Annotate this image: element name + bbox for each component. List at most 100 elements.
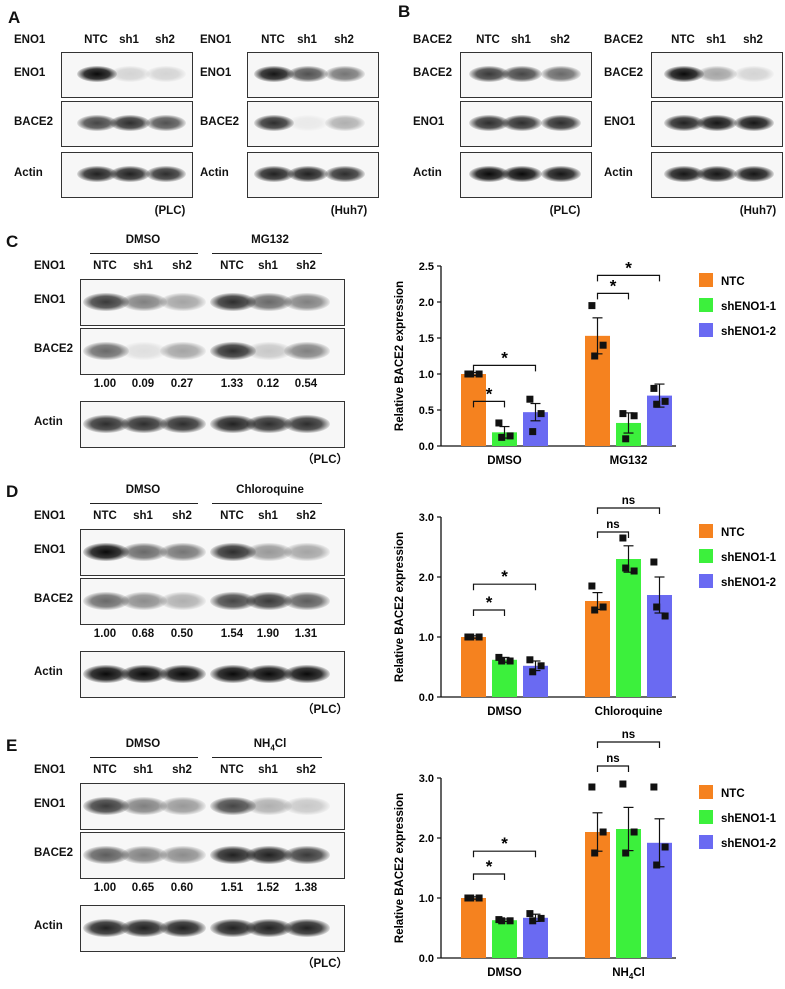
lane-label: sh2: [155, 34, 175, 46]
protein-band: [246, 846, 292, 864]
legend-swatch: [699, 524, 713, 538]
treatment-group-label: DMSO: [125, 234, 161, 246]
protein-band: [210, 543, 256, 561]
protein-row-label: BACE2: [34, 847, 73, 859]
blot-header-label: ENO1: [14, 34, 46, 46]
y-tick-label: 3.0: [419, 512, 434, 524]
data-point: [588, 783, 596, 791]
y-tick-label: 1.0: [419, 893, 434, 905]
significance-bracket: [472, 873, 506, 880]
legend-swatch: [699, 574, 713, 588]
lane-label: sh1: [258, 764, 278, 776]
protein-row-label: Actin: [604, 167, 633, 179]
data-point: [529, 668, 537, 676]
data-point: [622, 564, 630, 572]
legend-label: shENO1-2: [721, 838, 776, 850]
data-point: [475, 370, 483, 378]
y-axis-label: Relative BACE2 expression: [394, 793, 406, 943]
bar: [585, 601, 610, 697]
legend-swatch: [699, 298, 713, 312]
bar: [492, 659, 517, 697]
protein-band: [121, 665, 167, 683]
data-point: [661, 843, 669, 851]
x-category-label: MG132: [610, 455, 648, 467]
cell-line-label: (PLC): [154, 205, 186, 217]
protein-row-label: ENO1: [200, 67, 232, 79]
y-tick-label: 2.0: [419, 572, 434, 584]
quantification-value: 1.00: [93, 882, 117, 894]
cell-line-label: (Huh7): [330, 205, 368, 217]
y-tick-label: 2.0: [419, 297, 434, 309]
data-point: [537, 914, 545, 922]
bar: [492, 920, 517, 958]
protein-band: [502, 166, 542, 182]
data-point: [630, 828, 638, 836]
data-point: [599, 603, 607, 611]
protein-band: [325, 166, 365, 182]
legend-swatch: [699, 835, 713, 849]
lane-label: sh1: [706, 34, 726, 46]
significance-bracket: [472, 583, 537, 591]
y-tick-label: 1.0: [419, 632, 434, 644]
treatment-group-label: NH4Cl: [253, 738, 287, 753]
y-axis-label: Relative BACE2 expression: [394, 532, 406, 682]
data-point: [526, 656, 534, 664]
significance-label: ns: [622, 495, 635, 507]
protein-band: [246, 543, 292, 561]
protein-band: [210, 846, 256, 864]
protein-band: [284, 293, 330, 311]
data-point: [588, 302, 596, 310]
protein-band: [469, 66, 509, 82]
quantification-value: 0.54: [294, 378, 318, 390]
data-point: [653, 861, 661, 869]
quantification-value: 1.90: [256, 628, 280, 640]
blot-header-label: ENO1: [200, 34, 232, 46]
protein-band: [160, 665, 206, 683]
protein-row-label: Actin: [413, 167, 442, 179]
lane-label: sh1: [297, 34, 317, 46]
legend-label: shENO1-2: [721, 577, 776, 589]
protein-row-label: ENO1: [34, 294, 66, 306]
treatment-group-label: MG132: [251, 234, 289, 246]
panel-letter-b: B: [398, 2, 411, 21]
lane-label: sh1: [119, 34, 139, 46]
cell-line-label: （PLC）: [302, 958, 348, 970]
treatment-group-label: DMSO: [125, 738, 161, 750]
group-underline: [90, 757, 198, 758]
protein-band: [160, 342, 206, 360]
data-point: [653, 400, 661, 408]
protein-band: [664, 66, 704, 82]
significance-bracket: [596, 507, 661, 514]
protein-band: [83, 592, 129, 610]
quantification-value: 0.12: [256, 378, 280, 390]
lane-label: NTC: [220, 510, 244, 522]
protein-band: [210, 919, 256, 937]
blot-strip: [61, 52, 193, 98]
protein-band: [284, 797, 330, 815]
y-tick-label: 0.0: [419, 441, 434, 453]
protein-row-label: BACE2: [34, 343, 73, 355]
protein-band: [288, 166, 328, 182]
significance-label: ns: [606, 753, 619, 765]
protein-band: [254, 166, 294, 182]
protein-band: [246, 415, 292, 433]
protein-row-label: BACE2: [14, 116, 53, 128]
significance-label: *: [625, 258, 632, 277]
data-point: [661, 612, 669, 620]
legend-label: NTC: [721, 788, 745, 800]
lane-label: sh1: [133, 764, 153, 776]
data-point: [506, 917, 514, 925]
data-point: [619, 780, 627, 788]
protein-band: [146, 66, 186, 82]
protein-band: [121, 797, 167, 815]
y-tick-label: 1.0: [419, 369, 434, 381]
protein-row-label: Actin: [200, 167, 229, 179]
protein-band: [121, 846, 167, 864]
quantification-value: 0.09: [131, 378, 155, 390]
bar: [461, 374, 486, 446]
protein-band: [121, 919, 167, 937]
lane-label: NTC: [84, 34, 108, 46]
significance-bracket: [472, 400, 506, 408]
blot-header-label: BACE2: [604, 34, 643, 46]
